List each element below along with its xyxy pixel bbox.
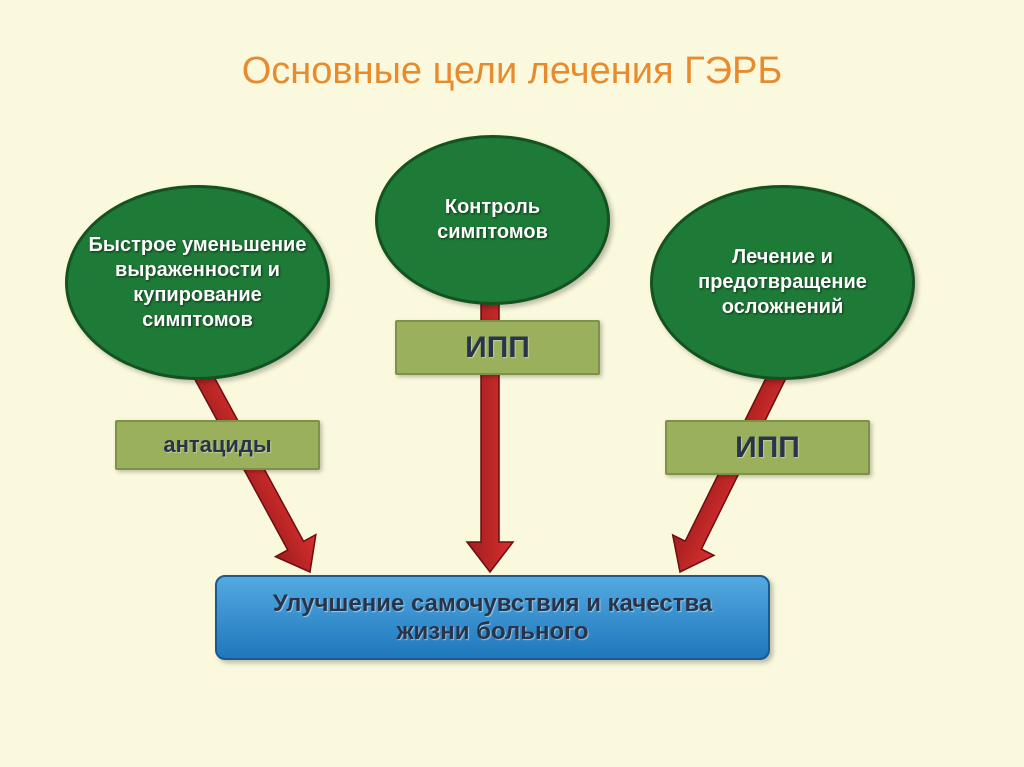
- goal-ellipse: Лечение и предотвращение осложнений: [650, 185, 915, 380]
- goal-ellipse-label: Контроль симптомов: [378, 185, 607, 255]
- treatment-pill-label: ИПП: [735, 431, 800, 465]
- treatment-pill-label: антациды: [163, 432, 271, 458]
- goal-ellipse-label: Быстрое уменьшение выраженности и купиро…: [68, 223, 327, 343]
- treatment-pill: ИПП: [665, 420, 870, 475]
- goal-ellipse: Контроль симптомов: [375, 135, 610, 305]
- result-box: Улучшение самочувствия и качества жизни …: [215, 575, 770, 660]
- treatment-pill-label: ИПП: [465, 331, 530, 365]
- goal-ellipse: Быстрое уменьшение выраженности и купиро…: [65, 185, 330, 380]
- result-box-label: Улучшение самочувствия и качества жизни …: [217, 590, 768, 646]
- treatment-pill: ИПП: [395, 320, 600, 375]
- slide-title: Основные цели лечения ГЭРБ: [0, 50, 1024, 93]
- goal-ellipse-label: Лечение и предотвращение осложнений: [653, 235, 912, 330]
- treatment-pill: антациды: [115, 420, 320, 470]
